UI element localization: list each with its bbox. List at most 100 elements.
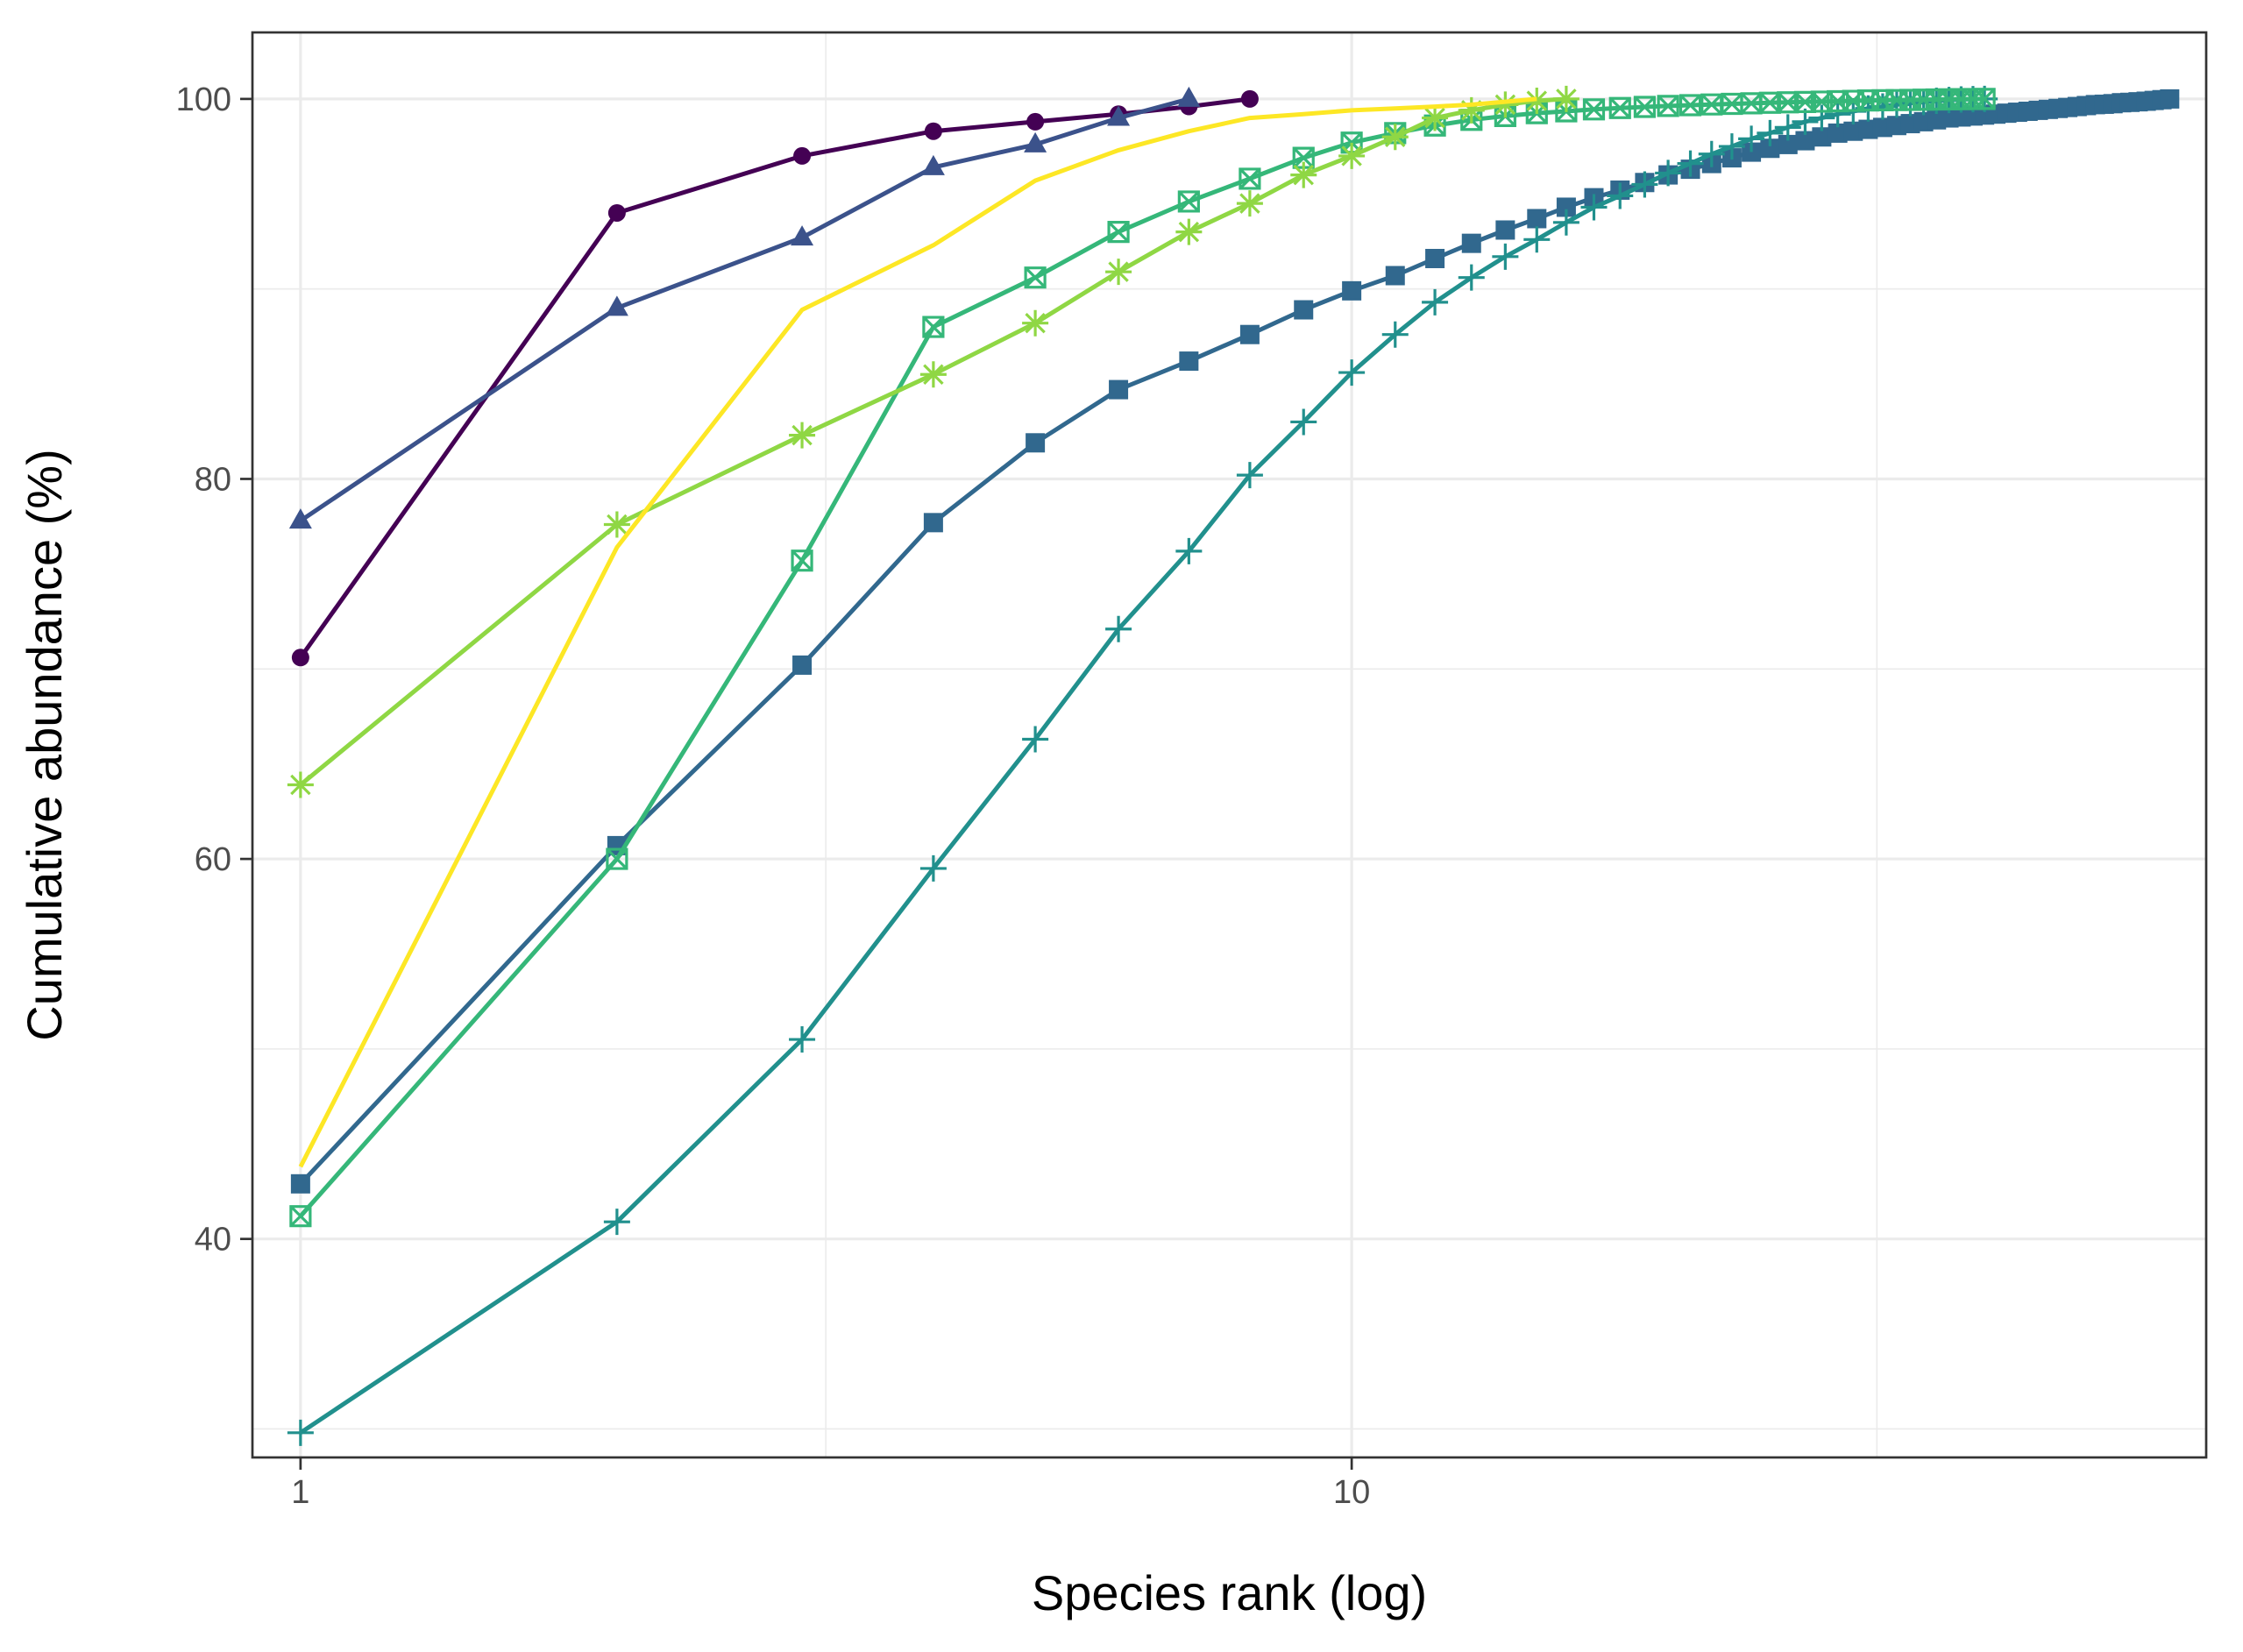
series-4 [289, 88, 1996, 1228]
series-4-point-16 [1582, 98, 1606, 121]
series-3-point-16 [1580, 194, 1608, 221]
series-0-line [298, 96, 1251, 659]
y-tick-label-2: 80 [195, 461, 231, 498]
series-2-point-8 [1294, 300, 1314, 320]
series-1-point-1 [605, 295, 628, 316]
series-3-point-23 [1738, 125, 1765, 152]
series-4-point-2 [791, 549, 813, 572]
series-2-point-5 [1109, 379, 1129, 400]
y-tick-label-0: 40 [195, 1222, 231, 1258]
series-2-point-24 [1760, 138, 1780, 159]
series-5-point-4 [1022, 309, 1049, 337]
series-3-point-20 [1677, 150, 1704, 177]
series-5-point-3 [919, 361, 947, 388]
series-3-point-13 [1492, 243, 1519, 270]
series-3-point-14 [1523, 226, 1551, 253]
series-5-point-1 [603, 511, 630, 538]
series-2-point-6 [1179, 351, 1199, 372]
series-3-point-6 [1175, 537, 1203, 564]
series-2-point-14 [1527, 209, 1547, 229]
series-4-line [299, 96, 1985, 1218]
series-5-point-8 [1290, 161, 1317, 188]
series-4-point-4 [1024, 266, 1047, 289]
series-5-point-2 [789, 422, 816, 449]
series-4-point-17 [1608, 96, 1631, 119]
series-2-point-4 [1026, 433, 1046, 453]
series-2-point-27 [1812, 127, 1832, 147]
series-5-point-5 [1105, 259, 1132, 286]
series-6 [298, 96, 1537, 1168]
series-1 [288, 86, 1201, 529]
series-2-point-10 [1385, 266, 1405, 286]
series-2-point-28 [1828, 123, 1848, 143]
plot-panel-border [251, 31, 2208, 1459]
series-3-point-2 [789, 1026, 816, 1053]
series-3-point-8 [1290, 408, 1317, 436]
series-2-point-29 [1843, 121, 1863, 141]
series-5-point-11 [1422, 104, 1449, 131]
series-0-point-0 [291, 649, 309, 667]
series-4-point-5 [1107, 221, 1130, 244]
series-6-line [298, 96, 1537, 1168]
series-3-point-7 [1236, 462, 1263, 489]
series-5-point-15 [1552, 85, 1579, 112]
series-4-point-3 [922, 316, 945, 338]
series-3-point-22 [1718, 133, 1745, 160]
series-2-point-59 [2160, 89, 2180, 109]
series-1-point-0 [288, 508, 312, 529]
series-3-point-27 [1808, 104, 1835, 131]
series-2-point-7 [1239, 324, 1260, 344]
series-2-point-9 [1342, 280, 1362, 301]
series-3-point-15 [1552, 209, 1579, 236]
series-2-point-12 [1461, 233, 1481, 253]
series-3-point-25 [1774, 114, 1801, 141]
series-4-point-8 [1292, 146, 1315, 169]
series-4-point-39 [1973, 88, 1996, 110]
series-3-point-3 [919, 854, 947, 882]
series-3-point-0 [287, 1419, 314, 1446]
series-0-point-4 [1026, 112, 1045, 131]
series-0-point-3 [924, 122, 942, 140]
x-tick-label-0: 1 [291, 1474, 309, 1511]
series-0-point-1 [607, 203, 626, 222]
axis-ticks [240, 97, 1353, 1470]
series-4-point-7 [1239, 167, 1261, 190]
series-5-point-12 [1458, 96, 1485, 124]
series-4-point-6 [1177, 190, 1200, 213]
series-4-point-19 [1657, 95, 1679, 117]
series-1-point-2 [791, 225, 814, 246]
series-2-point-25 [1778, 134, 1798, 154]
y-axis-title: Cumulative abundance (%) [17, 449, 72, 1040]
tick-labels: 1 10 40 60 80 100 [176, 82, 1371, 1511]
series-3-point-1 [603, 1209, 630, 1236]
series-2-point-30 [1858, 119, 1878, 139]
series-3-point-4 [1022, 726, 1049, 753]
series-0-point-2 [793, 146, 812, 165]
series-3-point-10 [1381, 321, 1409, 348]
series-3-point-18 [1631, 171, 1658, 198]
series-3-point-5 [1105, 615, 1132, 642]
series-1-point-3 [921, 154, 945, 175]
series-5-point-10 [1381, 124, 1409, 151]
series-3-point-9 [1338, 359, 1366, 386]
series-5-point-6 [1175, 218, 1203, 245]
series-4-point-0 [289, 1205, 312, 1228]
series-2-point-13 [1495, 220, 1515, 240]
series-5-line [299, 96, 1567, 787]
series-2-point-15 [1556, 197, 1576, 217]
series-1-point-5 [1107, 105, 1131, 126]
series-1-point-6 [1177, 86, 1201, 107]
x-tick-label-1: 10 [1333, 1474, 1370, 1511]
series-4-point-1 [606, 847, 628, 870]
y-tick-label-3: 100 [176, 82, 231, 118]
series-0-point-7 [1240, 89, 1259, 108]
x-axis-title: Species rank (log) [1032, 1565, 1427, 1620]
series-3-point-24 [1757, 119, 1784, 146]
minor-gridlines [252, 32, 2206, 1457]
y-tick-label-1: 60 [195, 841, 231, 878]
series-5-point-0 [287, 771, 314, 798]
series-2-point-23 [1742, 142, 1762, 162]
series-layer [287, 85, 2180, 1446]
series-5-point-9 [1338, 142, 1366, 169]
